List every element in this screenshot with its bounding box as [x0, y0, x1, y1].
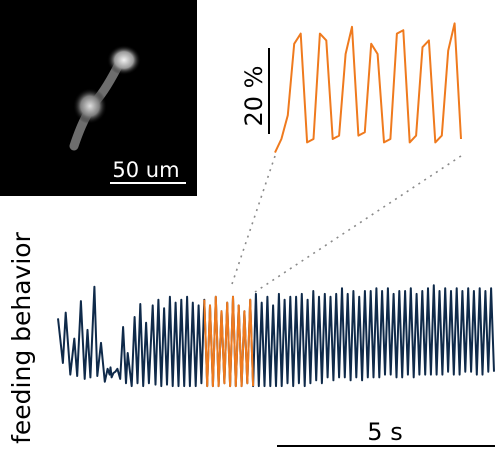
zoom-connector-left [231, 155, 276, 285]
main-trace-panel: feeding behavior 5 s [7, 231, 495, 447]
zoom-scalebar-label: 20 % [240, 66, 268, 127]
zoom-connector-right [254, 155, 462, 293]
zoom-inset: 20 % [231, 22, 462, 293]
micrograph-scalebar-label: 50 um [112, 158, 179, 182]
feeding-trace-highlight [203, 295, 255, 388]
feeding-trace-navy [57, 284, 495, 388]
pharynx-bulb-posterior [73, 88, 107, 124]
time-scalebar-label: 5 s [367, 418, 402, 446]
y-axis-label: feeding behavior [7, 231, 36, 443]
micrograph-panel: 50 um [0, 0, 197, 196]
zoom-inset-trace [274, 22, 462, 154]
pharynx-bulb-anterior [107, 45, 141, 75]
